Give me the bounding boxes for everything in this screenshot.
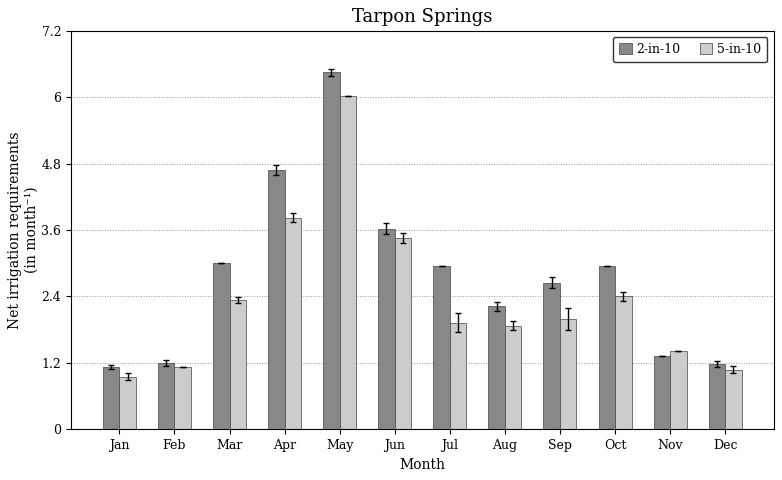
Bar [489, 306, 505, 430]
Bar [230, 300, 246, 430]
Bar [708, 364, 725, 430]
Bar [560, 319, 576, 430]
Legend: 2-in-10, 5-in-10: 2-in-10, 5-in-10 [613, 37, 767, 62]
Bar [285, 218, 301, 430]
Bar [213, 263, 230, 430]
Bar [103, 367, 120, 430]
Bar [158, 363, 174, 430]
Bar [450, 323, 466, 430]
Bar [174, 367, 191, 430]
Bar [268, 170, 285, 430]
Bar [505, 326, 522, 430]
X-axis label: Month: Month [400, 457, 445, 472]
Bar [323, 72, 339, 430]
Bar [725, 370, 741, 430]
Y-axis label: Net irrigation requirements
(in month⁻¹): Net irrigation requirements (in month⁻¹) [9, 131, 38, 329]
Title: Tarpon Springs: Tarpon Springs [352, 8, 493, 26]
Bar [670, 351, 687, 430]
Bar [120, 377, 136, 430]
Bar [378, 229, 395, 430]
Bar [339, 96, 356, 430]
Bar [598, 266, 615, 430]
Bar [543, 283, 560, 430]
Bar [615, 297, 632, 430]
Bar [433, 266, 450, 430]
Bar [654, 356, 670, 430]
Bar [395, 239, 411, 430]
